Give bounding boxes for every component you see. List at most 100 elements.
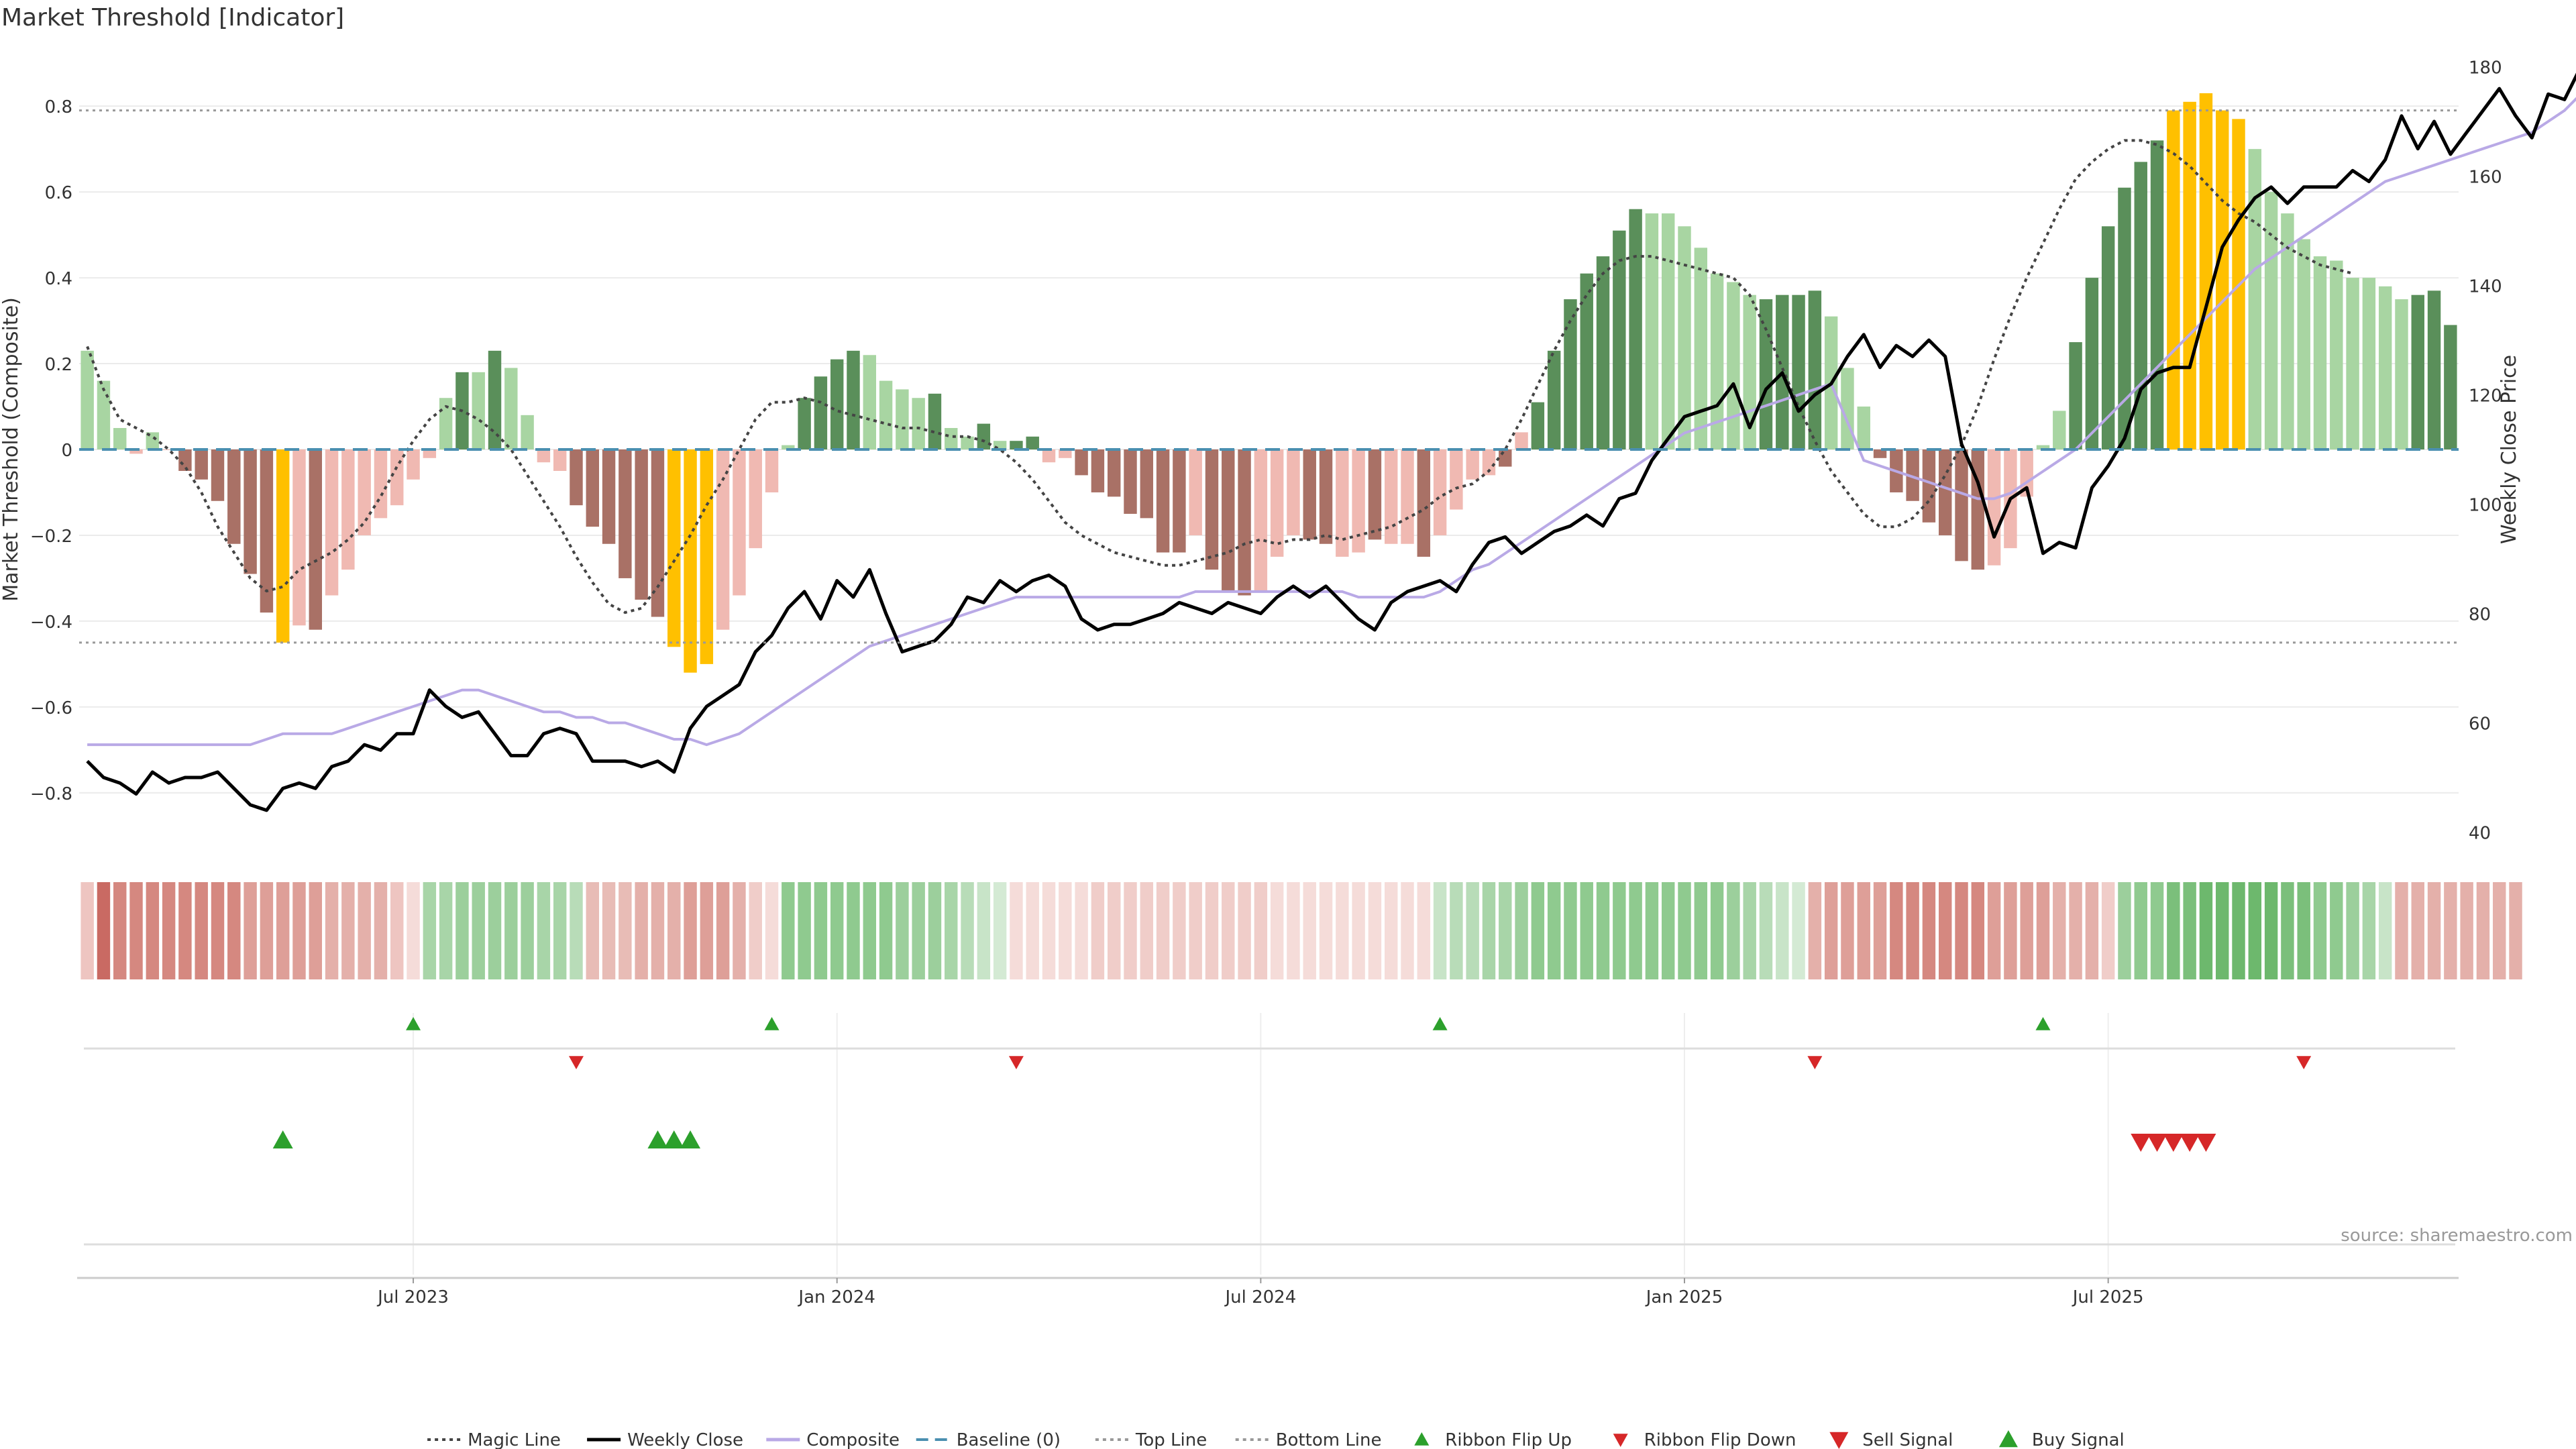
ribbon-cell [1873,882,1887,979]
ribbon-cell [1841,882,1854,979]
legend-label: Magic Line [468,1430,561,1449]
y2-tick-label: 160 [2469,167,2502,187]
composite-bar [1222,449,1235,592]
composite-bar [1401,449,1414,544]
ribbon-cell [358,882,371,979]
composite-bar [146,432,160,449]
legend-swatch [1414,1432,1430,1446]
ribbon-cell [1759,882,1773,979]
ribbon-cell [341,882,355,979]
ribbon-cell [1743,882,1756,979]
ribbon-cell [2395,882,2408,979]
legend-item: Sell Signal [1829,1430,1953,1449]
ribbon-cell [2085,882,2099,979]
composite-bar [1808,290,1822,449]
buy-signal-marker [272,1130,293,1148]
composite-bar [733,449,746,596]
legend-item: Ribbon Flip Down [1613,1430,1796,1449]
signal-panels [84,1013,2455,1275]
composite-bar [2444,325,2457,449]
legend-item: Magic Line [427,1430,561,1449]
ribbon-cell [651,882,665,979]
composite-bar [325,449,339,596]
composite-bar [2378,286,2392,449]
ribbon-cell [1042,882,1056,979]
legend-item: Ribbon Flip Up [1414,1430,1572,1449]
composite-bar [1939,449,1952,535]
ribbon-cell [1124,882,1137,979]
ribbon-cell [407,882,420,979]
composite-bar [1727,282,1740,449]
ribbon-cell [798,882,811,979]
ribbon-cell [1971,882,1985,979]
composite-bar [113,428,127,449]
ribbon-cell [146,882,160,979]
composite-bar [684,449,697,673]
composite-bar [896,389,909,449]
ribbon-cell [1140,882,1154,979]
composite-bar [488,350,502,449]
ribbon-cell [2167,882,2180,979]
ribbon-cell [1384,882,1398,979]
ribbon-flip-down-marker [1807,1056,1823,1069]
composite-bar [619,449,632,578]
ribbon-cell [896,882,909,979]
ribbon-cell [2476,882,2490,979]
ribbon-cell [1450,882,1463,979]
ribbon-cell [1156,882,1170,979]
composite-bar [1499,449,1512,467]
x-tick-label: Jan 2024 [797,1287,875,1307]
ribbon-cell [1987,882,2001,979]
composite-bar [1547,350,1561,449]
y2-tick-label: 40 [2469,824,2491,844]
ribbon-cell [2444,882,2457,979]
ribbon-cell [537,882,551,979]
ribbon-cell [1531,882,1545,979]
y-tick-label: 0.4 [45,269,72,289]
composite-bar [1205,449,1219,570]
ribbon-cell [162,882,176,979]
ribbon-flip-down-marker [2296,1056,2312,1069]
ribbon-cell [1352,882,1365,979]
ribbon-flip-up-marker [1432,1017,1448,1030]
composite-bar [798,398,811,449]
ribbon-cell [602,882,616,979]
ribbon-cell [667,882,681,979]
legend-label: Buy Signal [2032,1430,2125,1449]
ribbon-cell [2362,882,2376,979]
composite-bar [227,449,241,544]
composite-bar [1792,294,1805,449]
composite-bar [1857,407,1870,449]
ribbon-cell [423,882,437,979]
composite-bar [1417,449,1431,557]
composite-bar [1873,449,1887,458]
composite-bar [765,449,779,492]
ribbon-cell [2134,882,2147,979]
legend-item: Baseline (0) [916,1430,1061,1449]
ribbon-cell [945,882,958,979]
ribbon-cell [2183,882,2196,979]
ribbon-cell [1173,882,1186,979]
ribbon-cell [700,882,714,979]
legend-label: Bottom Line [1276,1430,1382,1449]
ribbon-flip-up-marker [406,1017,421,1030]
ribbon-cell [1254,882,1268,979]
ribbon-cell [1482,882,1496,979]
composite-bar [2216,110,2229,449]
y2-axis-label: Weekly Close Price [2498,355,2521,544]
composite-bar [1287,449,1300,535]
composite-bar [700,449,714,664]
y-tick-label: −0.8 [30,784,72,804]
composite-bar [1629,209,1642,449]
legend-item: Bottom Line [1235,1430,1382,1449]
weekly-close-line [86,72,2576,812]
ribbon-cell [1270,882,1284,979]
ribbon-cell [2346,882,2359,979]
ribbon-cell [570,882,583,979]
ribbon-cell [1368,882,1382,979]
ribbon-cell [1564,882,1577,979]
ribbon-cell [1645,882,1659,979]
x-tick-label: Jul 2025 [2072,1287,2144,1307]
composite-bar [2313,256,2327,449]
composite-bar [2281,213,2294,449]
